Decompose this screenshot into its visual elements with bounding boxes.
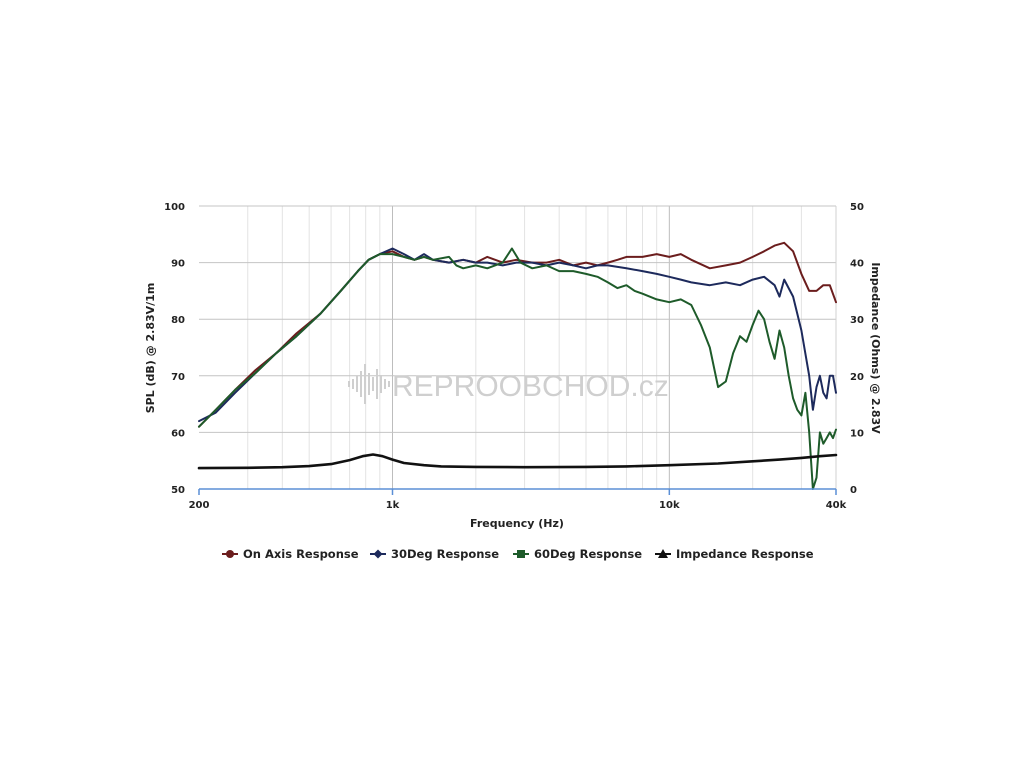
- grid: [199, 205, 837, 489]
- watermark-bar: [376, 369, 378, 399]
- watermark-bar: [364, 364, 366, 404]
- left-y-tick-label: 50: [171, 485, 185, 496]
- right-y-tick-label: 0: [850, 485, 857, 496]
- watermark-bar: [388, 381, 390, 387]
- right-y-tick-label: 20: [850, 372, 864, 383]
- left-y-axis-title: SPL (dB) @ 2.83V/1m: [144, 283, 157, 414]
- right-y-tick-label: 40: [850, 259, 864, 270]
- right-y-axis-title: Impedance (Ohms) @ 2.83V: [869, 262, 882, 434]
- x-tick-label: 40k: [826, 500, 847, 511]
- x-axis-ticks: 200 1k 10k 40k: [189, 489, 847, 511]
- watermark-text: REPROOBCHOD.cz: [392, 370, 669, 403]
- left-y-tick-label: 90: [171, 259, 185, 270]
- series-line-impedance-response: [197, 453, 838, 470]
- right-y-tick-label: 30: [850, 315, 864, 326]
- watermark-bar: [372, 377, 374, 391]
- x-tick-label: 1k: [386, 500, 400, 511]
- left-y-tick-label: 100: [164, 202, 185, 213]
- watermark-bar: [380, 375, 382, 393]
- x-tick-label: 200: [189, 500, 210, 511]
- legend-diamond-marker-icon: [373, 549, 383, 559]
- series-line-60deg-response: [198, 247, 837, 490]
- watermark-bar: [384, 379, 386, 389]
- legend-square-marker-icon: [517, 550, 525, 558]
- right-y-tick-label: 50: [850, 202, 864, 213]
- legend-circle-marker-icon: [226, 550, 234, 558]
- legend-label-impedance-response: Impedance Response: [676, 547, 814, 561]
- watermark: REPROOBCHOD.cz: [348, 364, 669, 404]
- left-y-axis-ticks: 50 60 70 80 90 100: [164, 202, 185, 496]
- watermark-bar: [368, 373, 370, 395]
- series-layer: [197, 241, 838, 490]
- left-y-tick-label: 70: [171, 372, 185, 383]
- x-axis-title: Frequency (Hz): [470, 517, 564, 530]
- legend-label-on-axis-response: On Axis Response: [243, 547, 359, 561]
- left-y-tick-label: 80: [171, 315, 185, 326]
- legend-label-60deg-response: 60Deg Response: [534, 547, 642, 561]
- right-y-axis-ticks: 0 10 20 30 40 50: [850, 202, 864, 496]
- legend: On Axis Response 30Deg Response 60Deg Resp…: [222, 547, 814, 561]
- right-y-tick-label: 10: [850, 428, 864, 439]
- watermark-bar: [360, 371, 362, 397]
- legend-triangle-marker-icon: [658, 549, 668, 558]
- legend-label-30deg-response: 30Deg Response: [391, 547, 499, 561]
- watermark-bar: [348, 381, 350, 387]
- watermark-bar: [356, 376, 358, 392]
- waveform-logo-icon: [348, 364, 390, 404]
- left-y-tick-label: 60: [171, 428, 185, 439]
- watermark-bar: [352, 379, 354, 389]
- x-tick-label: 10k: [659, 500, 680, 511]
